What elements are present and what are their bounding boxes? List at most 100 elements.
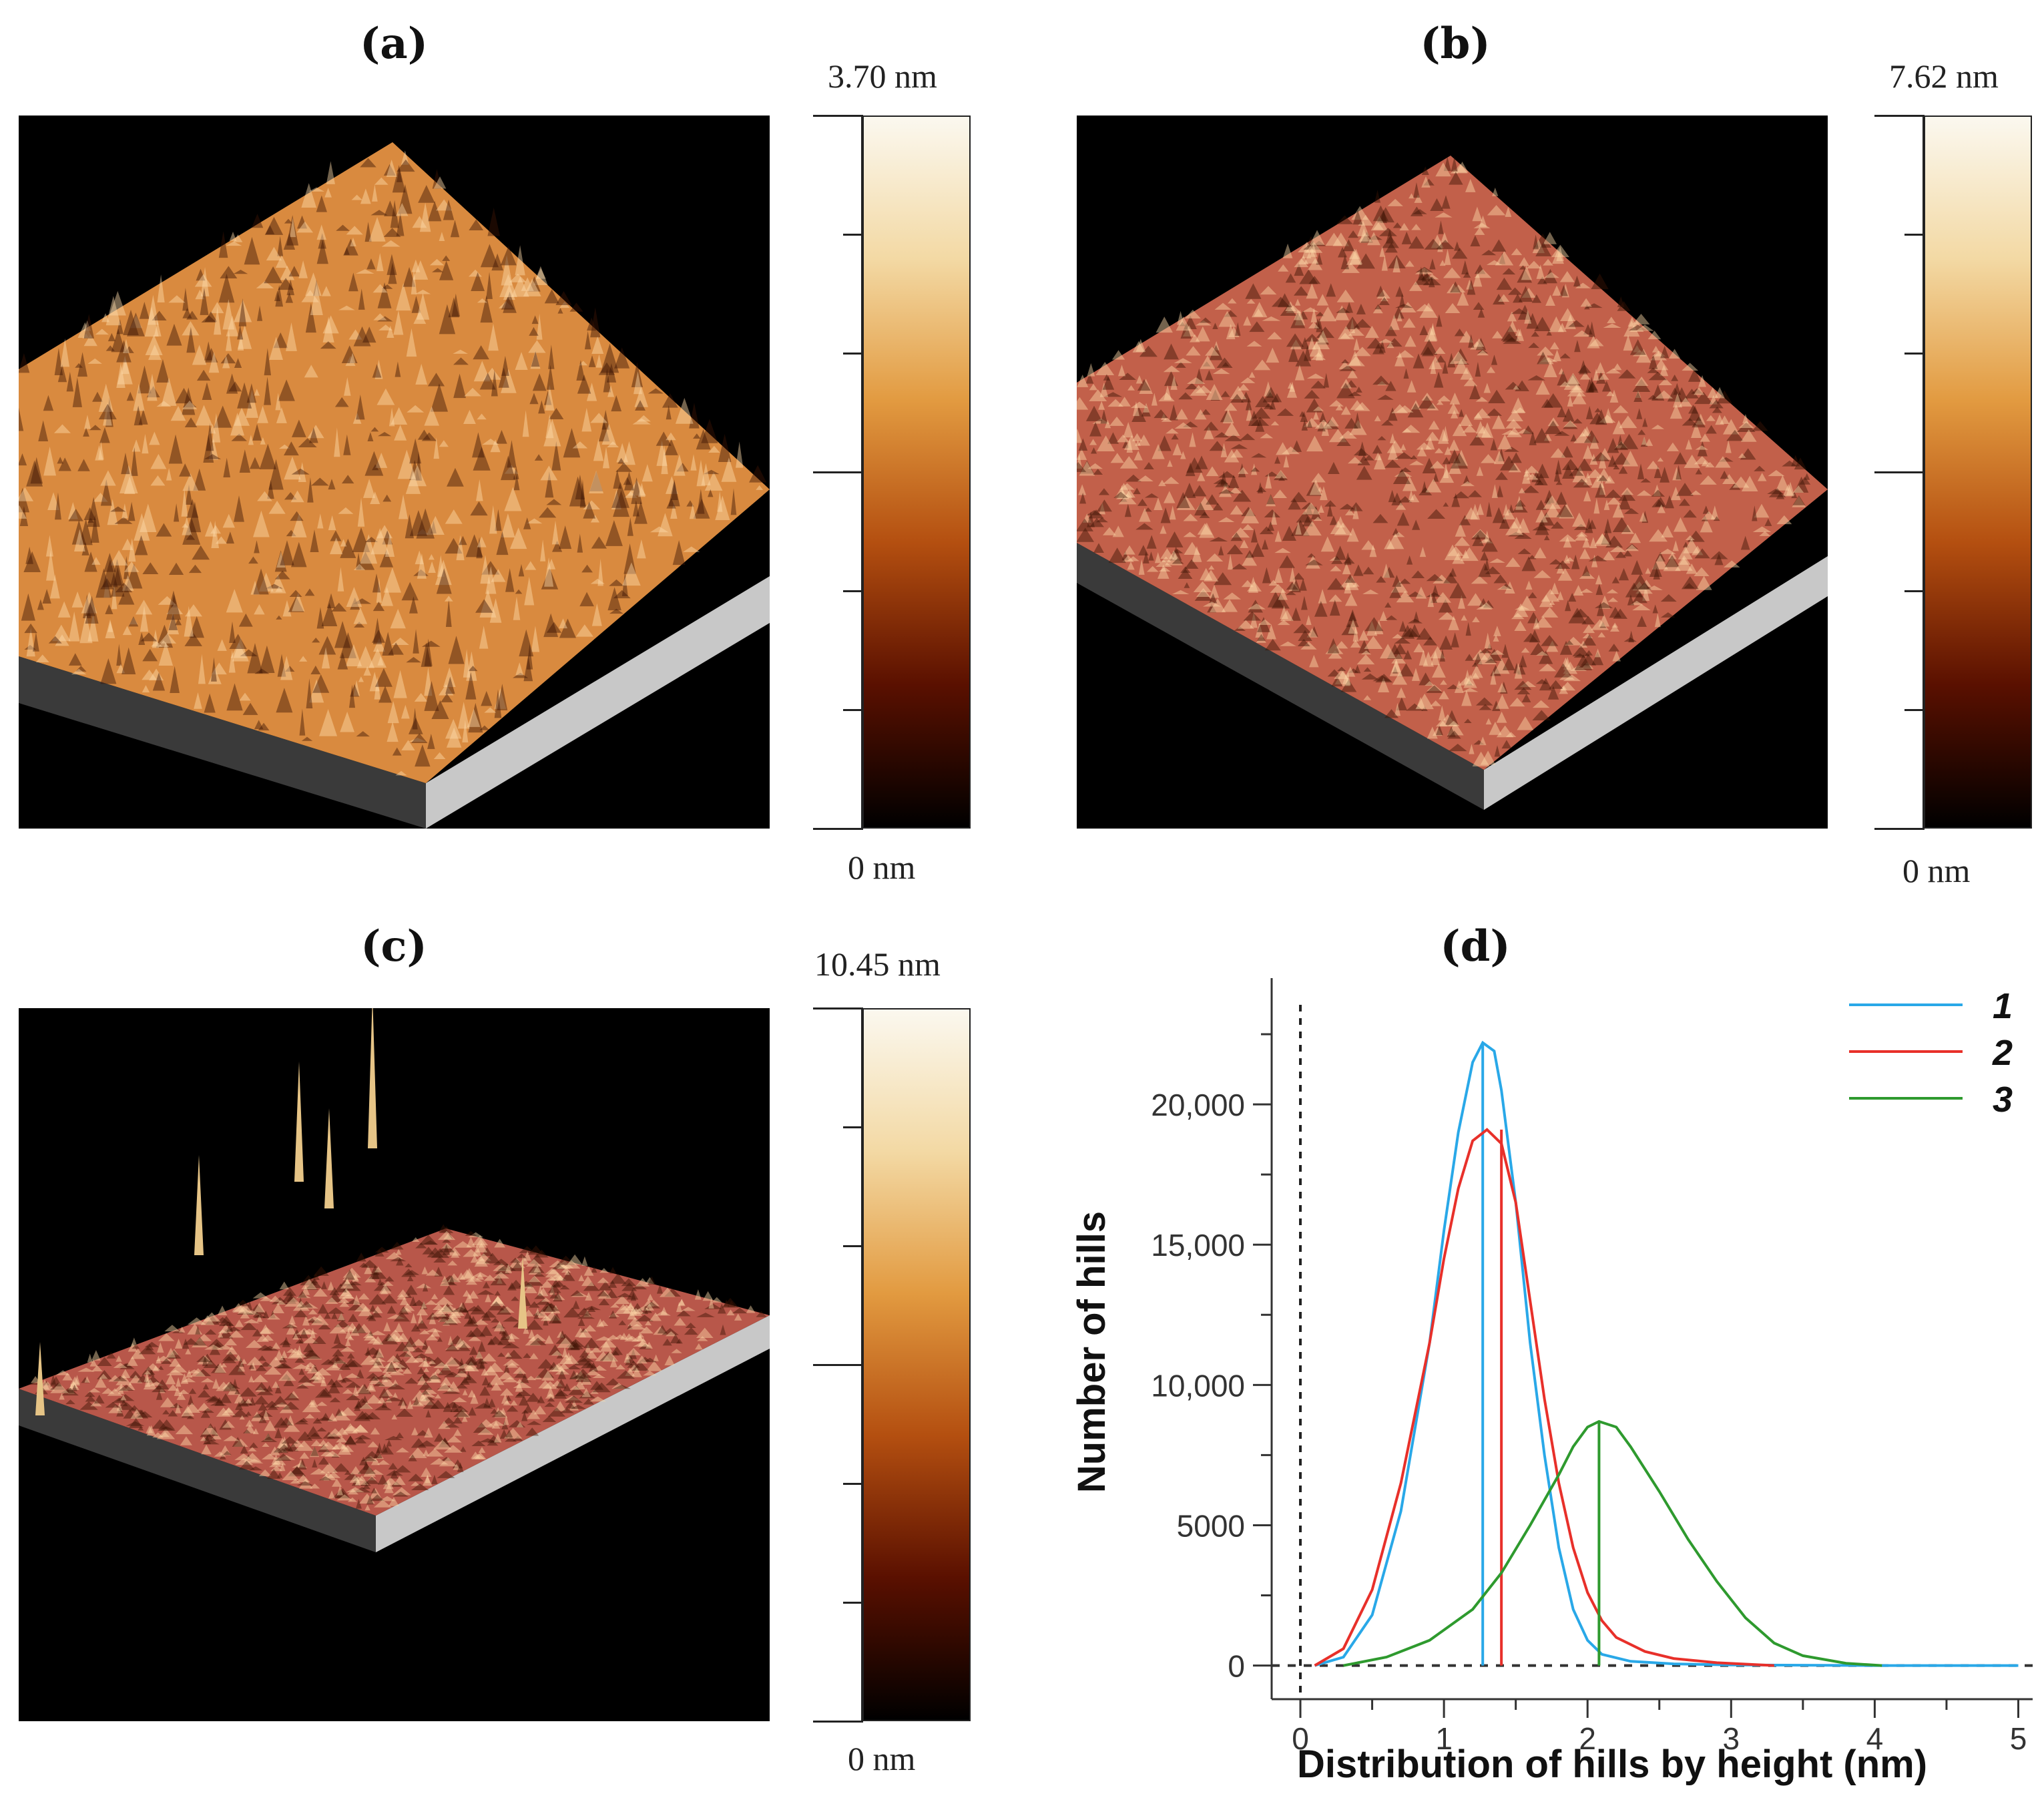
surface-speck: [260, 1436, 278, 1442]
surface-speck: [228, 1330, 244, 1338]
surface-speck: [1439, 690, 1449, 700]
surface-speck: [511, 1296, 519, 1301]
surface-speck: [364, 1347, 382, 1355]
surface-speck: [1543, 393, 1563, 408]
surface-speck: [300, 1303, 318, 1309]
surface-speck: [389, 1497, 399, 1506]
surface-speck: [83, 314, 94, 339]
surface-speck: [1336, 289, 1355, 302]
surface-speck: [1647, 395, 1659, 400]
surface-speck: [344, 1435, 357, 1445]
surface-speck: [597, 1277, 609, 1283]
surface-speck: [341, 345, 358, 364]
surface-speck: [493, 1433, 502, 1443]
surface-speck: [166, 467, 172, 481]
surface-speck: [1304, 242, 1323, 253]
surface-speck: [326, 161, 335, 184]
surface-speck: [1532, 239, 1545, 254]
surface-speck: [1113, 491, 1128, 498]
surface-speck: [1484, 658, 1498, 663]
surface-speck: [397, 159, 415, 172]
surface-speck: [395, 1359, 411, 1370]
surface-speck: [178, 1389, 190, 1394]
surface-speck: [607, 385, 615, 397]
surface-speck: [186, 1369, 193, 1378]
surface-speck: [338, 1289, 354, 1299]
surface-speck: [1419, 487, 1433, 495]
surface-speck: [116, 363, 125, 389]
surface-speck: [238, 1460, 255, 1470]
surface-speck: [211, 1426, 218, 1436]
surface-speck: [127, 1356, 138, 1366]
surface-speck: [451, 1397, 467, 1403]
surface-speck: [200, 1410, 211, 1418]
surface-speck: [1274, 530, 1282, 542]
surface-speck: [105, 345, 115, 351]
surface-speck: [1687, 530, 1705, 542]
surface-speck: [544, 1303, 558, 1309]
surface-speck: [530, 351, 541, 369]
surface-speck: [387, 701, 399, 724]
surface-speck: [266, 1469, 281, 1479]
surface-speck: [266, 246, 282, 261]
surface-speck: [368, 648, 387, 668]
surface-speck: [179, 463, 192, 477]
surface-speck: [1385, 381, 1396, 391]
surface-speck: [304, 1413, 315, 1419]
surface-speck: [387, 1355, 401, 1362]
surface-speck: [1706, 425, 1717, 434]
surface-speck: [1603, 408, 1613, 423]
surface-speck: [645, 1277, 655, 1285]
surface-speck: [340, 1378, 347, 1383]
surface-speck: [268, 501, 286, 514]
surface-speck: [1209, 441, 1226, 451]
surface-speck: [1326, 283, 1336, 297]
surface-speck: [372, 464, 379, 471]
surface-speck: [280, 1417, 293, 1426]
surface-speck: [372, 364, 382, 378]
surface-speck: [559, 525, 572, 549]
surface-speck: [1391, 404, 1409, 413]
surface-speck: [208, 1339, 226, 1347]
surface-speck: [1386, 440, 1404, 453]
surface-speck: [420, 1392, 436, 1397]
surface-speck: [1170, 375, 1178, 390]
surface-speck: [332, 1411, 351, 1421]
surface-speck: [1454, 328, 1465, 336]
surface-speck: [1205, 370, 1214, 381]
surface-speck: [1477, 650, 1497, 664]
surface-speck: [516, 1421, 524, 1427]
surface-speck: [415, 1243, 427, 1249]
surface-speck: [647, 1293, 654, 1301]
surface-speck: [1683, 509, 1697, 518]
surface-speck: [1471, 576, 1488, 584]
surface-speck: [352, 1424, 368, 1432]
surface-speck: [504, 487, 522, 511]
surface-speck: [298, 1459, 307, 1470]
colorbar-c: [862, 1008, 971, 1721]
surface-speck: [356, 395, 365, 420]
surface-speck: [1700, 517, 1713, 533]
surface-speck: [1336, 437, 1351, 446]
surface-speck: [537, 1285, 543, 1296]
surface-speck: [150, 453, 167, 469]
surface-speck: [1562, 408, 1575, 422]
surface-speck: [1386, 338, 1402, 347]
surface-speck: [556, 1353, 563, 1359]
surface-speck: [1218, 471, 1236, 478]
surface-speck: [536, 313, 543, 340]
surface-speck: [345, 1359, 363, 1367]
colorbar-tick: [813, 1364, 863, 1366]
surface-speck: [318, 636, 336, 655]
surface-speck: [372, 1349, 384, 1359]
surface-speck: [387, 1361, 407, 1368]
surface-speck: [609, 608, 623, 614]
surface-speck: [1274, 456, 1281, 464]
surface-speck: [662, 393, 678, 408]
surface-speck: [158, 596, 177, 605]
surface-speck: [1299, 578, 1307, 591]
surface-speck: [468, 1407, 477, 1416]
surface-speck: [1555, 480, 1563, 485]
surface-speck: [1238, 463, 1246, 477]
surface-speck: [444, 1401, 462, 1408]
